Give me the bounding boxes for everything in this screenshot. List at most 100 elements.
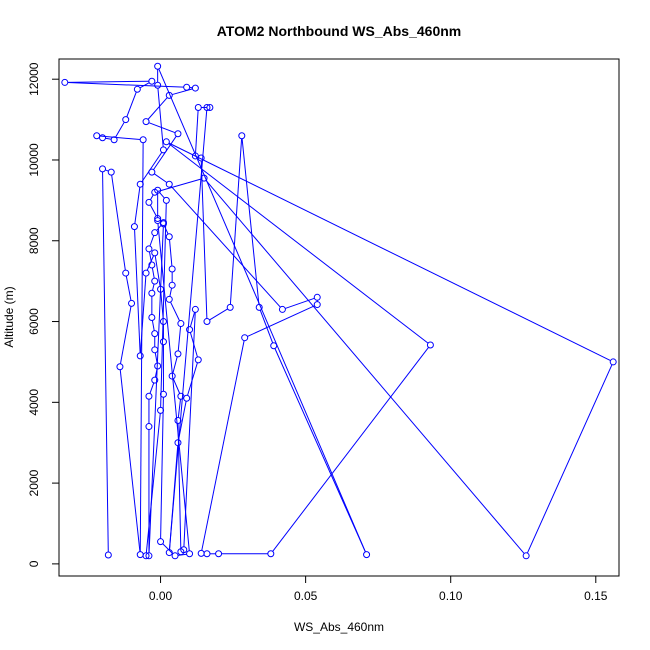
data-point — [136, 180, 144, 188]
x-axis-title: WS_Abs_460nm — [294, 620, 384, 634]
data-point — [148, 289, 156, 297]
data-point — [238, 132, 246, 140]
data-point — [174, 350, 182, 358]
data-point — [168, 281, 176, 289]
series-segment — [229, 138, 243, 305]
series-segment — [259, 310, 274, 344]
data-point — [174, 416, 182, 424]
series-segment — [154, 255, 161, 287]
data-point — [267, 550, 275, 558]
data-point — [142, 269, 150, 277]
series-segment — [177, 399, 182, 418]
data-point — [197, 549, 205, 557]
data-point — [165, 295, 173, 303]
data-point — [203, 318, 211, 326]
data-point — [154, 186, 162, 194]
data-point — [206, 103, 214, 111]
series-segment — [159, 192, 165, 199]
y-tick-label: 10000 — [27, 143, 41, 177]
series-segment — [170, 301, 181, 322]
data-point — [154, 217, 162, 225]
y-tick-label: 12000 — [27, 62, 41, 96]
data-point — [116, 363, 124, 371]
y-tick-label: 0 — [27, 560, 41, 567]
series-segment — [157, 178, 202, 192]
series-segment — [141, 152, 163, 183]
series-segment — [102, 171, 109, 553]
series-segment — [177, 326, 182, 351]
series-segment — [162, 543, 174, 555]
data-point — [122, 116, 130, 124]
data-point — [154, 81, 162, 89]
data-point — [157, 285, 165, 293]
data-point — [151, 330, 159, 338]
series-segment — [139, 142, 144, 552]
y-tick-label: 2000 — [27, 469, 41, 496]
series-segment — [172, 378, 181, 394]
data-point — [168, 265, 176, 273]
data-point — [159, 146, 167, 154]
data-point — [151, 277, 159, 285]
series-segment — [169, 288, 173, 297]
data-point — [99, 134, 107, 142]
data-point — [151, 249, 159, 257]
data-point — [165, 233, 173, 241]
data-point — [151, 376, 159, 384]
series-segment — [111, 174, 126, 271]
series-segment — [115, 121, 125, 138]
series-segment — [272, 347, 429, 552]
series-segment — [149, 204, 157, 217]
series-segment — [149, 382, 155, 394]
series-segment — [189, 312, 196, 327]
x-axis: 0.00 0.05 0.10 0.15 — [149, 575, 608, 603]
series-segment — [105, 169, 109, 172]
x-tick-label: 0.05 — [294, 589, 318, 603]
series-segment — [134, 187, 141, 224]
data-point — [313, 301, 321, 309]
x-tick-label: 0.15 — [584, 589, 608, 603]
series-segment — [157, 223, 190, 551]
series-segment — [285, 297, 315, 309]
y-tick-label: 8000 — [27, 227, 41, 254]
series-segment — [151, 267, 155, 279]
data-point — [128, 299, 136, 307]
y-tick-label: 6000 — [27, 308, 41, 335]
series-segment — [119, 369, 141, 552]
data-point — [162, 196, 170, 204]
data-point — [162, 138, 170, 146]
data-point — [145, 552, 153, 560]
series-segment — [241, 138, 260, 305]
series-segment — [99, 135, 141, 141]
series-segment — [158, 68, 366, 553]
data-point — [183, 83, 191, 91]
series-segment — [126, 91, 137, 117]
data-point — [148, 314, 156, 321]
series-segment — [247, 305, 315, 337]
data-point — [151, 229, 159, 237]
data-point — [203, 550, 211, 558]
series-segment — [151, 320, 155, 331]
data-point — [148, 168, 156, 176]
series-segment — [200, 160, 208, 319]
data-point — [241, 334, 249, 342]
data-point — [159, 338, 167, 346]
data-point — [191, 84, 199, 92]
y-tick-label: 4000 — [27, 389, 41, 416]
series-segment — [160, 397, 164, 539]
data-point — [180, 546, 188, 554]
data-point — [191, 305, 199, 313]
chart-title: ATOM2 Northbound WS_Abs_460nm — [217, 23, 462, 39]
data-point — [157, 406, 165, 414]
data-point — [215, 550, 223, 558]
series-segment — [160, 203, 167, 408]
series-segment — [170, 186, 281, 308]
series-segment — [146, 255, 155, 271]
data-point — [145, 245, 153, 253]
data-point — [154, 215, 162, 223]
data-point — [159, 220, 167, 228]
series-segment — [209, 308, 228, 321]
series-segment — [205, 180, 525, 554]
series-segment — [105, 137, 112, 140]
data-point — [226, 303, 234, 311]
data-point — [110, 136, 118, 144]
